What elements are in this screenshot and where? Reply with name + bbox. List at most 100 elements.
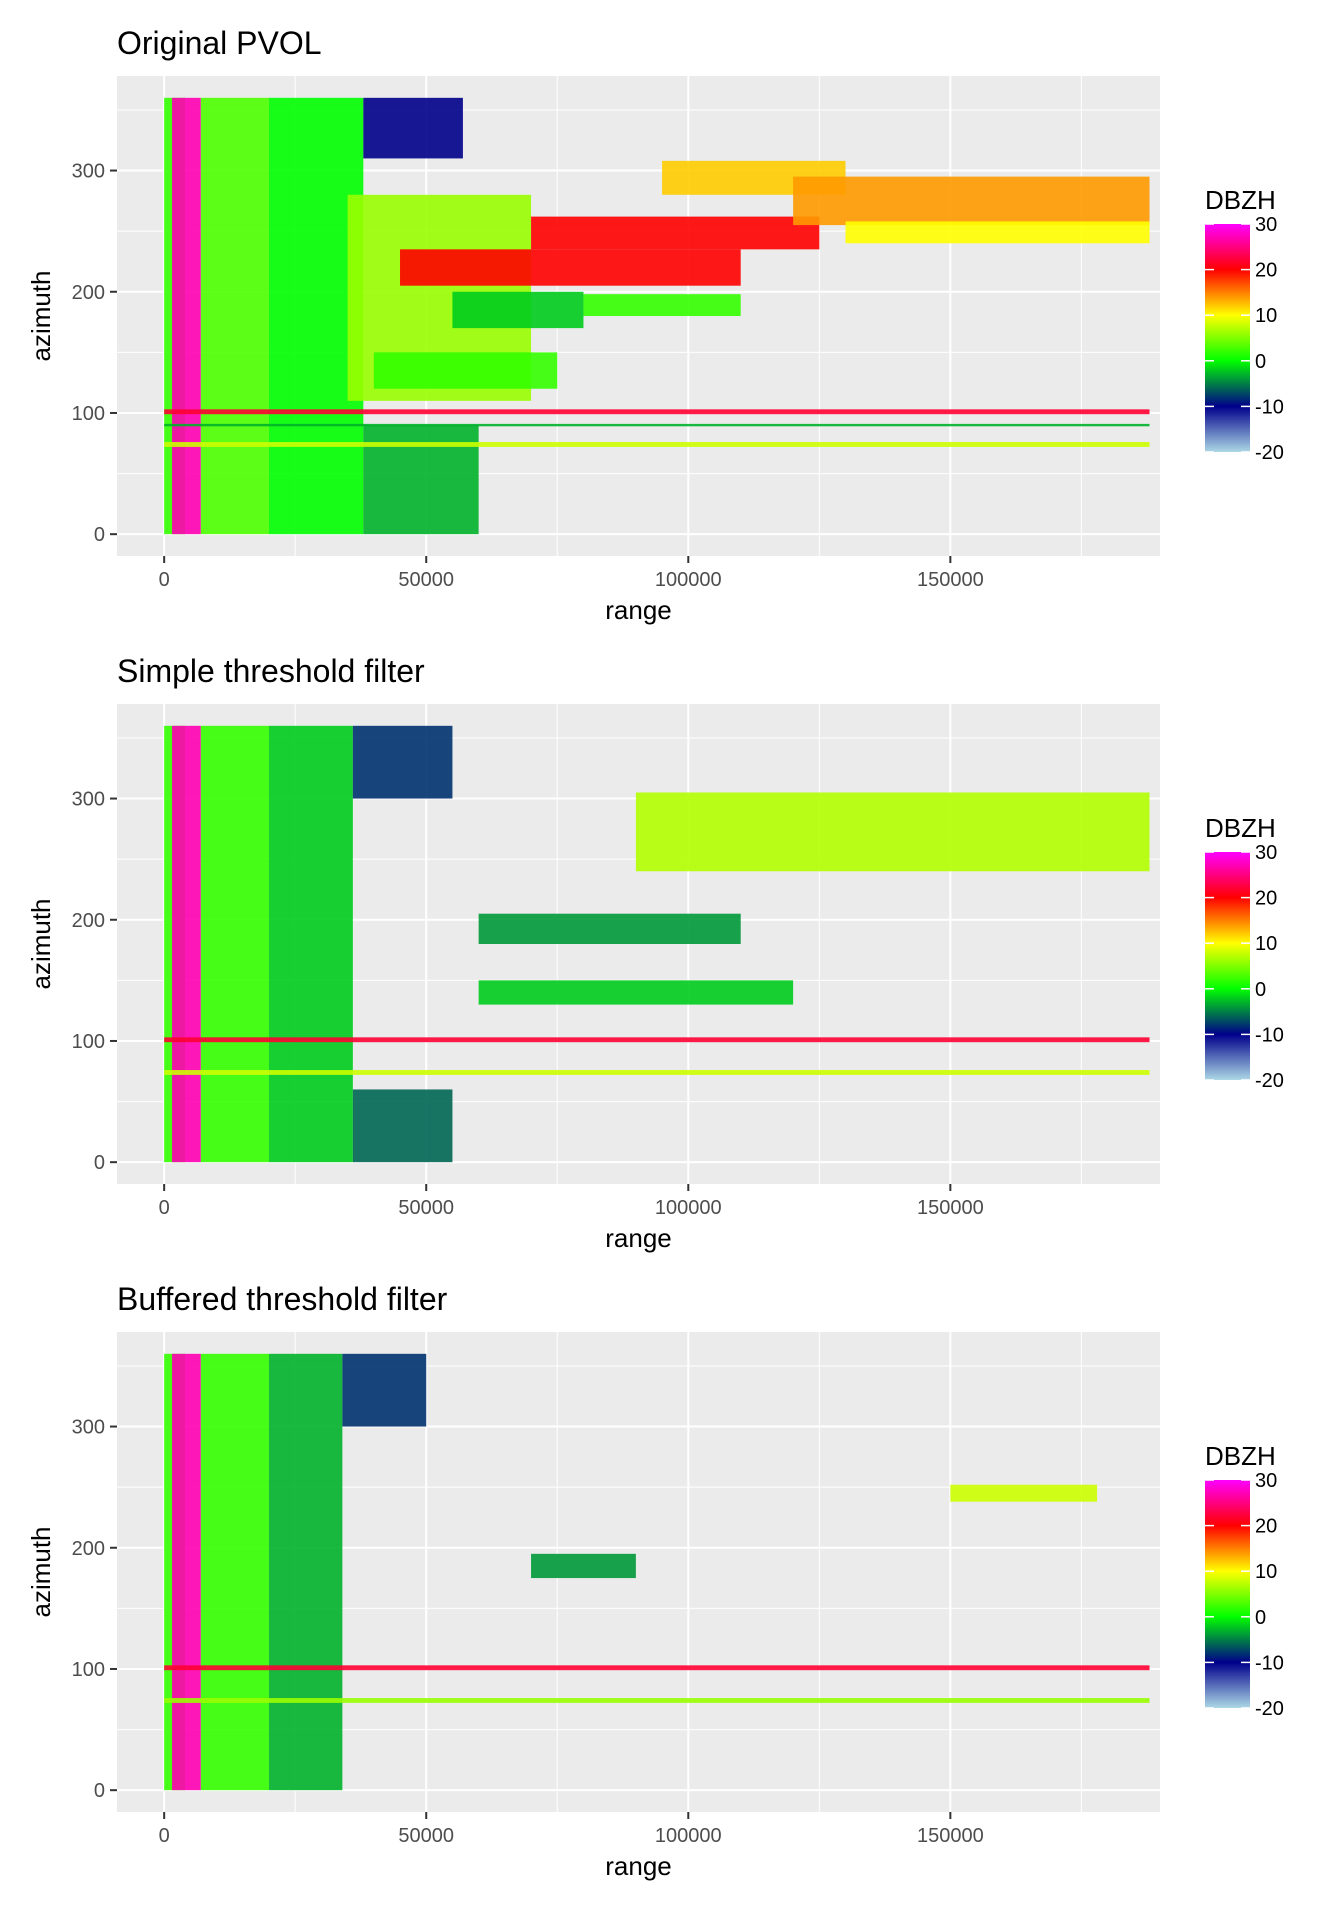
heatmap-cell bbox=[478, 913, 741, 944]
x-tick-label: 150000 bbox=[917, 1825, 984, 1847]
colorbar-tick-label: 10 bbox=[1255, 305, 1277, 327]
x-axis-label: range bbox=[605, 1851, 672, 1881]
y-axis-label: azimuth bbox=[26, 270, 56, 361]
colorbar-tick-label: -20 bbox=[1255, 442, 1284, 464]
heatmap-cell bbox=[268, 1353, 343, 1791]
heatmap-cell bbox=[342, 1353, 427, 1427]
y-tick-label: 100 bbox=[72, 1031, 105, 1053]
y-tick-label: 200 bbox=[72, 282, 105, 304]
y-tick-label: 300 bbox=[72, 1417, 105, 1439]
heatmap-cell bbox=[164, 1698, 1150, 1703]
heatmap-cell bbox=[164, 409, 1150, 415]
x-tick-label: 50000 bbox=[398, 569, 454, 591]
x-axis-label: range bbox=[605, 595, 672, 625]
colorbar-tick-label: 30 bbox=[1255, 214, 1277, 236]
y-tick-label: 0 bbox=[94, 1152, 105, 1174]
heatmap-cells bbox=[164, 97, 1150, 535]
y-tick-label: 100 bbox=[72, 403, 105, 425]
colorbar-tick-label: 30 bbox=[1255, 842, 1277, 864]
legend-title: DBZH bbox=[1205, 1441, 1276, 1471]
heatmap-cell bbox=[531, 1553, 636, 1579]
colorbar-tick-label: -10 bbox=[1255, 396, 1284, 418]
heatmap-cell bbox=[531, 216, 820, 250]
x-tick-label: 100000 bbox=[655, 1825, 722, 1847]
heatmap-cell bbox=[200, 1353, 269, 1791]
heatmap-cell bbox=[793, 176, 1150, 226]
heatmap-cell bbox=[172, 725, 201, 1163]
x-axis-label: range bbox=[605, 1223, 672, 1253]
heatmap-cell bbox=[164, 1070, 1150, 1075]
colorbar-tick-label: 20 bbox=[1255, 260, 1277, 282]
heatmap-cells bbox=[164, 1353, 1150, 1791]
y-tick-label: 0 bbox=[94, 524, 105, 546]
heatmap-cell bbox=[400, 249, 741, 286]
y-tick-label: 200 bbox=[72, 910, 105, 932]
x-tick-label: 150000 bbox=[917, 1197, 984, 1219]
heatmap-cell bbox=[172, 97, 201, 535]
colorbar-tick-label: 0 bbox=[1255, 979, 1266, 1001]
heatmap-cell bbox=[635, 792, 1150, 872]
chart-panel-3: Buffered threshold filter 0 50000 100000 150… bbox=[26, 1281, 1284, 1881]
heatmap-cell bbox=[478, 980, 794, 1005]
y-tick-label: 0 bbox=[94, 1780, 105, 1802]
heatmap-cell bbox=[200, 725, 269, 1163]
legend-title: DBZH bbox=[1205, 185, 1276, 215]
y-tick-label: 300 bbox=[72, 789, 105, 811]
colorbar-tick-label: -20 bbox=[1255, 1070, 1284, 1092]
colorbar-tick-label: -10 bbox=[1255, 1024, 1284, 1046]
heatmap-cell bbox=[363, 425, 479, 535]
colorbar-tick-label: 30 bbox=[1255, 1470, 1277, 1492]
heatmap-cell bbox=[164, 1037, 1150, 1043]
chart-title: Simple threshold filter bbox=[117, 653, 425, 689]
y-tick-label: 200 bbox=[72, 1538, 105, 1560]
colorbar-tick-label: 20 bbox=[1255, 1516, 1277, 1538]
heatmap-cell bbox=[164, 423, 1150, 427]
heatmap-cell bbox=[352, 725, 453, 799]
chart-panel-2: Simple threshold filter 0 50000 100000 15000… bbox=[26, 653, 1284, 1253]
colorbar-tick-label: 10 bbox=[1255, 1561, 1277, 1583]
colorbar bbox=[1205, 852, 1250, 1080]
heatmap-cells bbox=[164, 725, 1150, 1163]
heatmap-cell bbox=[200, 97, 269, 535]
x-tick-label: 100000 bbox=[655, 569, 722, 591]
y-axis-label: azimuth bbox=[26, 1526, 56, 1617]
heatmap-cell bbox=[452, 291, 584, 329]
heatmap-cell bbox=[352, 1089, 453, 1163]
chart-title: Original PVOL bbox=[117, 25, 322, 61]
colorbar bbox=[1205, 224, 1250, 452]
heatmap-cell bbox=[845, 221, 1150, 244]
colorbar-tick-label: 20 bbox=[1255, 888, 1277, 910]
heatmap-cell bbox=[172, 1353, 201, 1791]
heatmap-cell bbox=[164, 1665, 1150, 1671]
heatmap-cell bbox=[950, 1484, 1098, 1502]
colorbar-tick-label: 0 bbox=[1255, 351, 1266, 373]
x-tick-label: 150000 bbox=[917, 569, 984, 591]
heatmap-cell bbox=[268, 97, 364, 535]
y-tick-label: 300 bbox=[72, 161, 105, 183]
x-tick-label: 50000 bbox=[398, 1197, 454, 1219]
y-tick-label: 100 bbox=[72, 1659, 105, 1681]
x-tick-label: 100000 bbox=[655, 1197, 722, 1219]
x-tick-label: 50000 bbox=[398, 1825, 454, 1847]
heatmap-cell bbox=[363, 97, 463, 159]
colorbar-tick-label: -20 bbox=[1255, 1698, 1284, 1720]
y-axis-label: azimuth bbox=[26, 898, 56, 989]
x-tick-label: 0 bbox=[159, 569, 170, 591]
colorbar bbox=[1205, 1480, 1250, 1708]
colorbar-tick-label: -10 bbox=[1255, 1652, 1284, 1674]
colorbar-tick-label: 0 bbox=[1255, 1607, 1266, 1629]
heatmap-cell bbox=[583, 294, 741, 316]
colorbar-tick-label: 10 bbox=[1255, 933, 1277, 955]
x-tick-label: 0 bbox=[159, 1197, 170, 1219]
heatmap-cell bbox=[164, 442, 1150, 447]
heatmap-cell bbox=[268, 725, 353, 1163]
heatmap-cell bbox=[373, 352, 558, 389]
x-tick-label: 0 bbox=[159, 1825, 170, 1847]
chart-title: Buffered threshold filter bbox=[117, 1281, 448, 1317]
